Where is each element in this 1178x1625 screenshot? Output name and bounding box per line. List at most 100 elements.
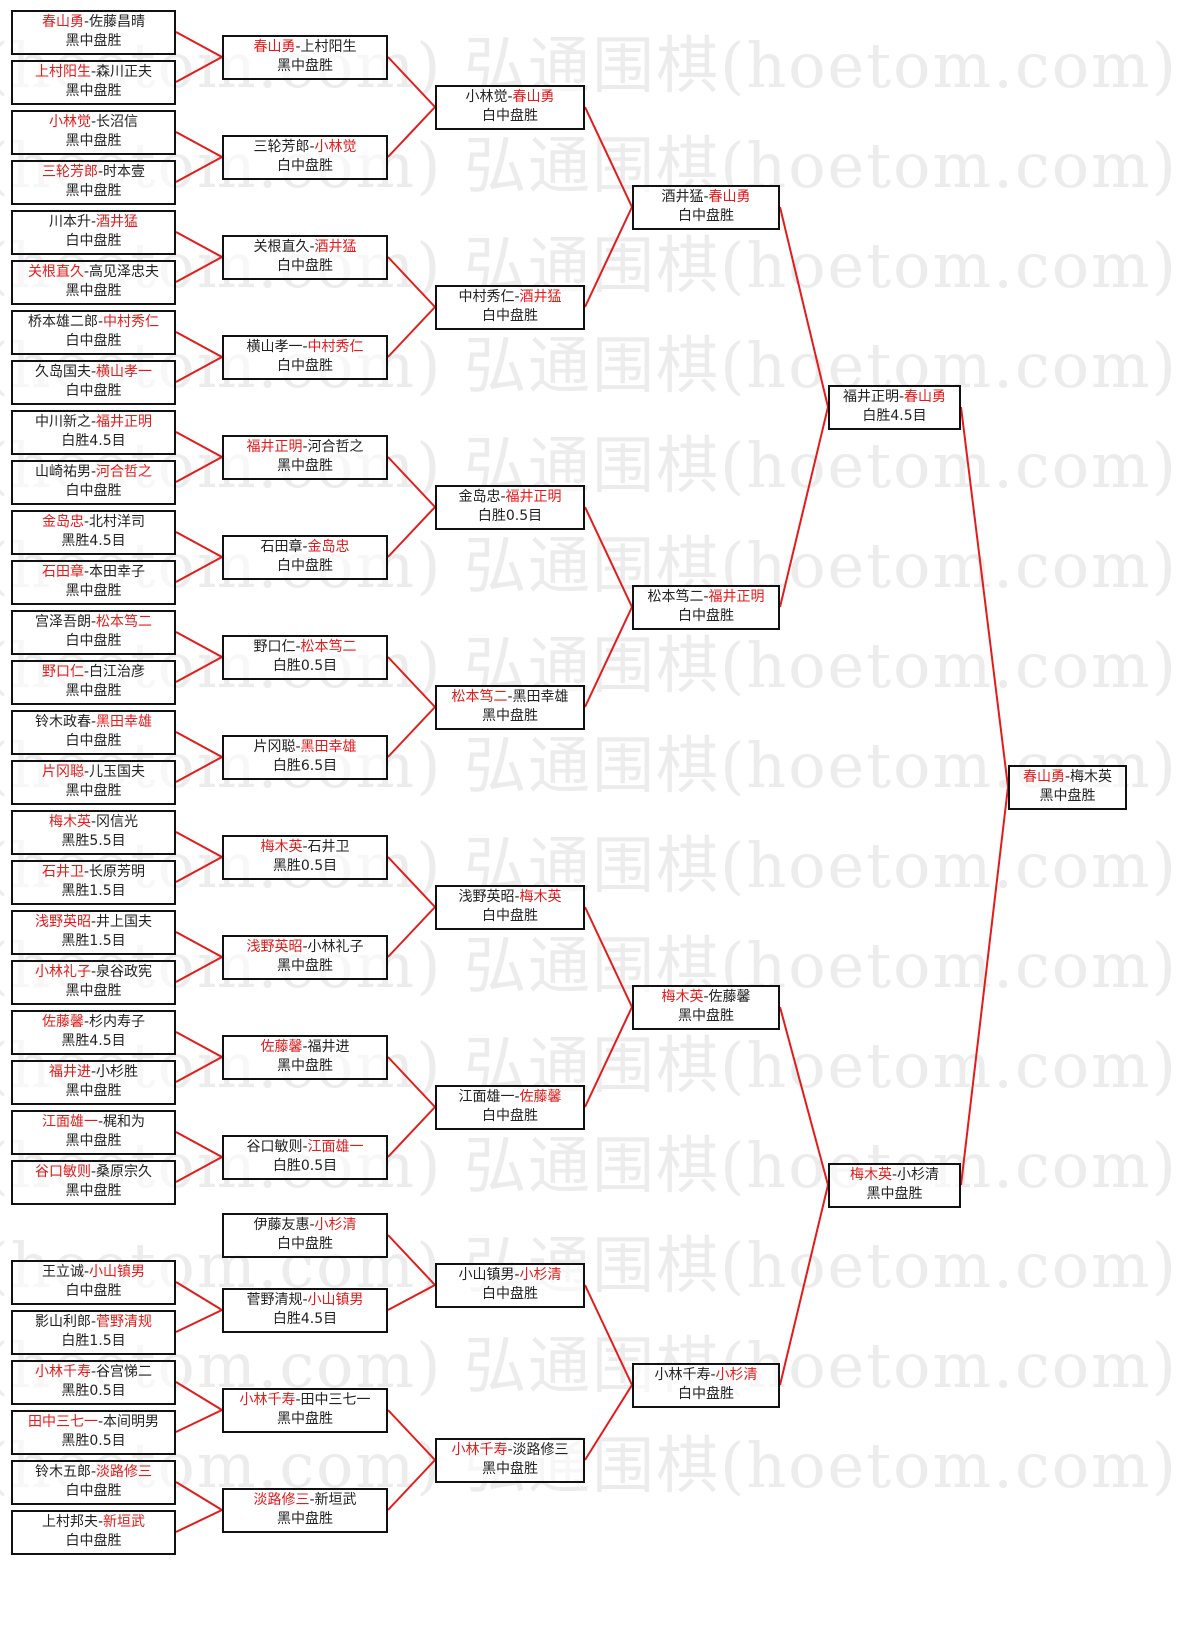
match-box-round-4: 梅木英-佐藤馨 黑中盘胜 [632, 985, 780, 1030]
player-a: 片冈聪 [253, 739, 296, 755]
player-a: 山崎祐男 [34, 464, 91, 480]
separator: - [500, 489, 506, 505]
player-b: 菅野清规 [96, 1314, 153, 1330]
match-box-round-2: 淡路修三-新垣武 黑中盘胜 [222, 1488, 388, 1533]
match-result: 黑中盘胜 [65, 283, 122, 299]
player-a: 野口仁 [41, 664, 84, 680]
watermark-text: 弘通围棋(hoetom.com) 弘通围棋(hoetom.com) [0, 1029, 1178, 1102]
bracket-connector [387, 1409, 436, 1461]
separator: - [703, 989, 709, 1005]
match-result: 白中盘胜 [482, 908, 538, 924]
bracket-connector [584, 606, 633, 708]
separator: - [83, 264, 90, 280]
bracket-connector [175, 31, 223, 58]
match-result: 黑中盘胜 [277, 1058, 333, 1074]
match-result: 白中盘胜 [678, 208, 734, 224]
bracket-connector [584, 1006, 633, 1108]
bracket-connector [175, 1409, 223, 1433]
watermark-text: 弘通围棋(hoetom.com) 弘通围棋(hoetom.com) [0, 229, 1178, 302]
bracket-connector [175, 556, 223, 583]
bracket-connector [387, 456, 436, 508]
separator: - [90, 464, 97, 480]
separator: - [83, 14, 90, 30]
player-a: 关根直久 [27, 264, 84, 280]
player-a: 小林觉 [465, 89, 508, 105]
player-b: 淡路修三 [512, 1442, 569, 1458]
match-box-round-2: 福井正明-河合哲之 黑中盘胜 [222, 435, 388, 480]
bracket-connector [387, 856, 436, 908]
match-players: 菅野清规-小山镇男 [224, 1291, 386, 1310]
match-players: 浅野英昭-井上国夫 [13, 913, 174, 932]
match-players: 上村阳生-森川正夫 [13, 63, 174, 82]
bracket-connector [387, 1106, 436, 1158]
bracket-connector [387, 256, 436, 308]
match-result: 白中盘胜 [277, 358, 333, 374]
player-b: 酒井猛 [519, 289, 562, 305]
player-a: 片冈聪 [41, 764, 84, 780]
player-a: 春山勇 [41, 14, 84, 30]
match-box-round-2: 片冈聪-黑田幸雄 白胜6.5目 [222, 735, 388, 780]
match-result: 白胜1.5目 [61, 1333, 126, 1349]
separator: - [507, 89, 513, 105]
match-players: 片冈聪-儿玉国夫 [13, 763, 174, 782]
player-b: 黑田幸雄 [512, 689, 569, 705]
match-players: 梅木英-石井卫 [224, 838, 386, 857]
separator: - [90, 914, 97, 930]
player-b: 河合哲之 [307, 439, 364, 455]
match-result: 白中盘胜 [482, 308, 538, 324]
match-result: 白中盘胜 [277, 158, 333, 174]
match-box-round-2: 伊藤友惠-小杉清 白中盘胜 [222, 1213, 388, 1258]
match-players: 小林礼子-泉谷政宪 [13, 963, 174, 982]
match-box-round-1: 小林礼子-泉谷政宪 黑中盘胜 [11, 960, 176, 1005]
match-box-round-1: 佐藤馨-杉内寿子 黑胜4.5目 [11, 1010, 176, 1055]
player-b: 新垣武 [103, 1514, 146, 1530]
match-box-round-2: 野口仁-松本笃二 白胜0.5目 [222, 635, 388, 680]
player-b: 泉谷政宪 [96, 964, 153, 980]
player-a: 浅野英昭 [34, 914, 91, 930]
separator: - [295, 39, 301, 55]
bracket-connector [175, 431, 223, 458]
match-result: 白胜4.5目 [272, 1311, 338, 1327]
match-players: 春山勇-梅木英 [1010, 768, 1125, 787]
match-players: 梅木英-佐藤馨 [634, 988, 778, 1007]
bracket-connector [175, 831, 223, 858]
match-box-round-2: 春山勇-上村阳生 黑中盘胜 [222, 35, 388, 80]
separator: - [83, 514, 90, 530]
separator: - [302, 839, 308, 855]
player-a: 石田章 [41, 564, 84, 580]
match-box-round-1: 影山利郎-菅野清规 白胜1.5目 [11, 1310, 176, 1355]
match-box-round-2: 三轮芳郎-小林觉 白中盘胜 [222, 135, 388, 180]
match-box-round-3: 小林觉-春山勇 白中盘胜 [435, 85, 585, 130]
player-a: 梅木英 [661, 989, 704, 1005]
bracket-connector [175, 1031, 223, 1058]
match-players: 佐藤馨-杉内寿子 [13, 1013, 174, 1032]
match-result: 白胜4.5目 [61, 433, 126, 449]
match-result: 白胜4.5目 [862, 408, 927, 424]
match-players: 石井卫-长原芳明 [13, 863, 174, 882]
bracket-connector [175, 56, 223, 83]
watermark-text: 弘通围棋(hoetom.com) 弘通围棋(hoetom.com) [0, 329, 1178, 402]
player-b: 小山镇男 [307, 1292, 364, 1308]
match-players: 金岛忠-北村洋司 [13, 513, 174, 532]
separator: - [302, 339, 308, 355]
match-result: 白中盘胜 [277, 558, 333, 574]
match-result: 黑中盘胜 [482, 1461, 538, 1477]
match-players: 关根直久-酒井猛 [224, 238, 386, 257]
match-result: 白中盘胜 [678, 1386, 734, 1402]
player-b: 黑田幸雄 [96, 714, 153, 730]
match-result: 黑中盘胜 [277, 1411, 333, 1427]
player-b: 淡路修三 [96, 1464, 153, 1480]
player-a: 小山镇男 [458, 1267, 515, 1283]
separator: - [514, 1267, 520, 1283]
player-b: 长沼信 [96, 114, 139, 130]
player-b: 上村阳生 [300, 39, 357, 55]
match-result: 黑中盘胜 [65, 1183, 122, 1199]
player-b: 谷宫悌二 [96, 1364, 153, 1380]
match-box-round-1: 片冈聪-儿玉国夫 黑中盘胜 [11, 760, 176, 805]
separator: - [97, 314, 104, 330]
bracket-connector [175, 231, 223, 258]
match-box-round-1: 上村邦夫-新垣武 白中盘胜 [11, 1510, 176, 1555]
bracket-connector [175, 956, 223, 983]
separator: - [710, 1367, 716, 1383]
match-players: 关根直久-高见泽忠夫 [13, 263, 174, 282]
